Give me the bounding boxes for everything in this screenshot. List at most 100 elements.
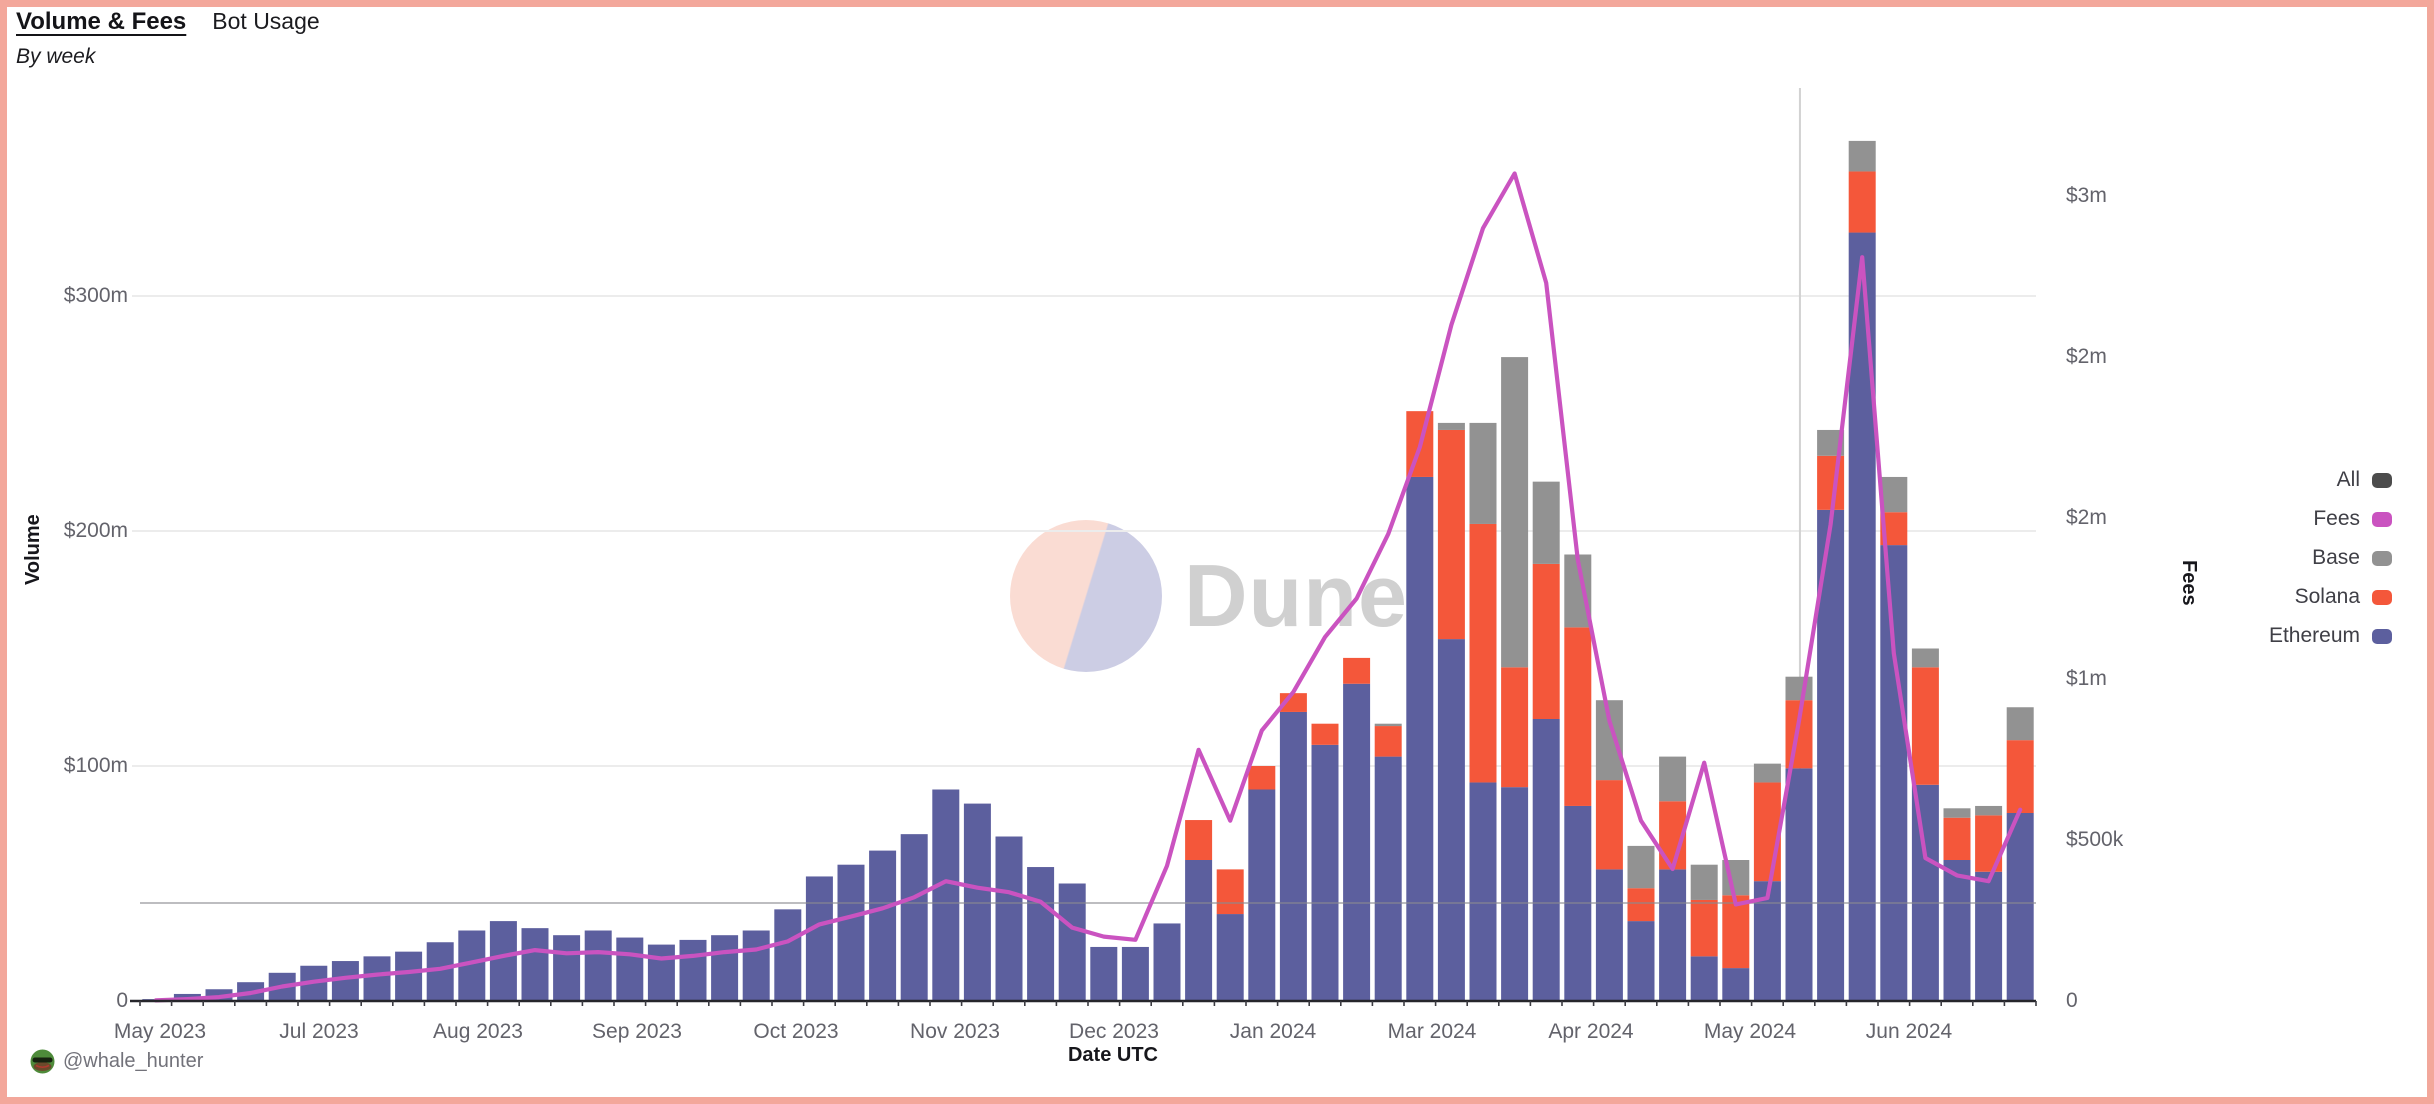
bar-segment-ethereum[interactable] <box>1469 782 1497 1001</box>
bar-segment-solana[interactable] <box>1722 895 1750 969</box>
legend-item-base[interactable]: Base <box>2269 546 2392 570</box>
bar-segment-base[interactable] <box>1911 648 1939 668</box>
bar-segment-solana[interactable] <box>1564 627 1592 806</box>
x-tick-label: Jan 2024 <box>1230 1020 1317 1043</box>
bar-segment-base[interactable] <box>1501 357 1529 668</box>
dune-logo-icon <box>1010 520 1162 672</box>
bar-segment-ethereum[interactable] <box>1532 719 1560 1001</box>
bar-segment-solana[interactable] <box>1911 667 1939 785</box>
bar-segment-solana[interactable] <box>1374 726 1402 757</box>
bar-segment-ethereum[interactable] <box>553 935 581 1001</box>
bar-segment-ethereum[interactable] <box>742 930 770 1002</box>
bar-segment-ethereum[interactable] <box>1437 639 1465 1001</box>
bar-segment-base[interactable] <box>1753 763 1781 783</box>
bar-segment-ethereum[interactable] <box>900 834 928 1001</box>
bar-segment-solana[interactable] <box>1216 869 1244 915</box>
bar-segment-base[interactable] <box>1659 756 1687 802</box>
bar-segment-ethereum[interactable] <box>1090 946 1118 1001</box>
bar-segment-ethereum[interactable] <box>995 836 1023 1002</box>
bar-segment-base[interactable] <box>1627 845 1655 889</box>
bar-segment-solana[interactable] <box>1311 723 1339 745</box>
bar-segment-ethereum[interactable] <box>1058 883 1086 1002</box>
bar-segment-base[interactable] <box>1848 140 1876 172</box>
bar-segment-ethereum[interactable] <box>1975 871 2003 1001</box>
bar-segment-ethereum[interactable] <box>1911 784 1939 1001</box>
bar-segment-ethereum[interactable] <box>1722 968 1750 1001</box>
bar-segment-ethereum[interactable] <box>647 944 675 1001</box>
bar-segment-solana[interactable] <box>1248 766 1276 790</box>
bar-segment-ethereum[interactable] <box>1690 956 1718 1001</box>
x-tick-label: Aug 2023 <box>433 1020 523 1043</box>
right-axis-tick-label: 0 <box>2066 989 2078 1012</box>
bar-segment-ethereum[interactable] <box>711 935 739 1001</box>
bar-segment-ethereum[interactable] <box>679 939 707 1001</box>
bar-segment-ethereum[interactable] <box>1311 744 1339 1001</box>
left-axis-tick-label: $200m <box>63 519 128 542</box>
bar-segment-solana[interactable] <box>1817 455 1845 510</box>
chart-series-label: Bot Usage <box>212 8 320 34</box>
bar-segment-ethereum[interactable] <box>521 928 549 1001</box>
bar-segment-solana[interactable] <box>1753 782 1781 882</box>
bar-segment-ethereum[interactable] <box>584 930 612 1002</box>
bar-segment-base[interactable] <box>1437 422 1465 430</box>
bar-segment-ethereum[interactable] <box>1374 756 1402 1001</box>
bar-segment-ethereum[interactable] <box>395 951 423 1001</box>
legend-swatch-ethereum-icon <box>2372 628 2392 644</box>
bar-segment-base[interactable] <box>1690 864 1718 900</box>
bar-segment-base[interactable] <box>1943 808 1971 818</box>
legend-item-solana[interactable]: Solana <box>2269 585 2392 609</box>
bar-segment-ethereum[interactable] <box>1153 923 1181 1001</box>
bar-segment-ethereum[interactable] <box>1406 476 1434 1001</box>
bar-segment-solana[interactable] <box>1437 429 1465 640</box>
bar-segment-ethereum[interactable] <box>869 850 897 1001</box>
x-tick-label: Sep 2023 <box>592 1020 682 1043</box>
bar-segment-ethereum[interactable] <box>1121 946 1149 1001</box>
bar-segment-ethereum[interactable] <box>1216 914 1244 1001</box>
left-axis-tick-label: 0 <box>116 989 128 1012</box>
bar-segment-ethereum[interactable] <box>1279 711 1307 1001</box>
bar-segment-ethereum[interactable] <box>1027 867 1055 1001</box>
bar-segment-ethereum[interactable] <box>774 909 802 1001</box>
fees-line[interactable] <box>153 171 2023 1003</box>
legend-item-all[interactable]: All <box>2269 468 2392 492</box>
bar-segment-ethereum[interactable] <box>932 789 960 1002</box>
bar-segment-ethereum[interactable] <box>1343 683 1371 1001</box>
author-handle[interactable]: @whale_hunter <box>63 1050 204 1072</box>
bar-segment-solana[interactable] <box>1690 899 1718 957</box>
bar-segment-solana[interactable] <box>1943 817 1971 860</box>
bar-segment-base[interactable] <box>1785 676 1813 701</box>
legend-item-ethereum[interactable]: Ethereum <box>2269 624 2392 648</box>
bar-segment-ethereum[interactable] <box>1595 869 1623 1001</box>
bar-segment-ethereum[interactable] <box>1185 860 1213 1001</box>
bar-segment-ethereum[interactable] <box>1501 787 1529 1001</box>
bar-segment-base[interactable] <box>1975 805 2003 816</box>
bar-segment-base[interactable] <box>1469 422 1497 524</box>
bar-segment-solana[interactable] <box>1343 657 1371 684</box>
bar-segment-ethereum[interactable] <box>2006 813 2034 1001</box>
bar-segment-ethereum[interactable] <box>363 956 391 1001</box>
bar-segment-base[interactable] <box>1374 723 1402 727</box>
bar-segment-ethereum[interactable] <box>1248 789 1276 1002</box>
bar-segment-ethereum[interactable] <box>805 876 833 1001</box>
chart-title-tab[interactable]: Volume & Fees <box>16 8 187 35</box>
bar-segment-solana[interactable] <box>1532 563 1560 719</box>
bar-segment-solana[interactable] <box>1501 667 1529 788</box>
bar-segment-ethereum[interactable] <box>1943 860 1971 1001</box>
bar-segment-solana[interactable] <box>1185 820 1213 860</box>
bar-segment-solana[interactable] <box>2006 740 2034 813</box>
bar-segment-ethereum[interactable] <box>1627 921 1655 1001</box>
bar-segment-ethereum[interactable] <box>489 921 517 1001</box>
bar-segment-ethereum[interactable] <box>1785 768 1813 1001</box>
bar-segment-solana[interactable] <box>1469 523 1497 783</box>
bar-segment-solana[interactable] <box>1848 171 1876 233</box>
bar-segment-base[interactable] <box>2006 707 2034 741</box>
bar-segment-base[interactable] <box>1532 481 1560 564</box>
bar-segment-ethereum[interactable] <box>1880 545 1908 1001</box>
legend-item-fees[interactable]: Fees <box>2269 507 2392 531</box>
bar-segment-base[interactable] <box>1880 476 1908 513</box>
bar-segment-ethereum[interactable] <box>616 937 644 1001</box>
bar-segment-ethereum[interactable] <box>837 864 865 1001</box>
bar-segment-solana[interactable] <box>1627 888 1655 922</box>
bar-segment-ethereum[interactable] <box>1659 869 1687 1001</box>
bar-segment-solana[interactable] <box>1595 780 1623 870</box>
